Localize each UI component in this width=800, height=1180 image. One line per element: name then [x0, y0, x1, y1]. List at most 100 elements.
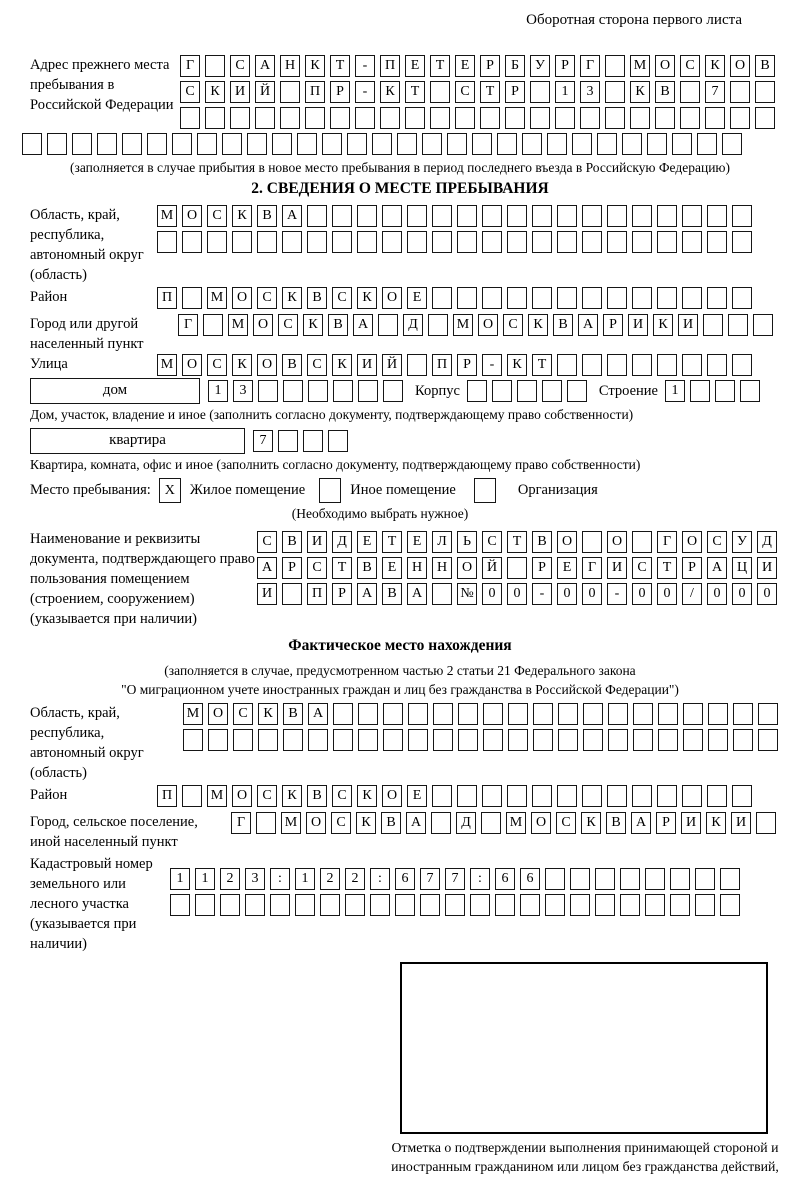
char-box: А — [353, 314, 373, 336]
char-box: М — [228, 314, 248, 336]
char-box: В — [257, 205, 277, 227]
char-box: : — [270, 868, 290, 890]
char-box: П — [305, 81, 325, 103]
char-box: 1 — [170, 868, 190, 890]
char-box — [345, 894, 365, 916]
char-box — [532, 785, 552, 807]
char-box: П — [157, 785, 177, 807]
char-box — [431, 812, 451, 834]
char-box — [430, 107, 450, 129]
char-box: О — [182, 354, 202, 376]
char-box: О — [531, 812, 551, 834]
char-box: № — [457, 583, 477, 605]
char-box — [382, 231, 402, 253]
char-box: И — [307, 531, 327, 553]
char-box — [728, 314, 748, 336]
char-box — [530, 107, 550, 129]
char-box: М — [453, 314, 473, 336]
char-box — [295, 894, 315, 916]
char-box — [580, 107, 600, 129]
char-box: Й — [382, 354, 402, 376]
char-box — [222, 133, 242, 155]
char-box: О — [655, 55, 675, 77]
char-box — [283, 729, 303, 751]
region-row-2 — [157, 231, 757, 253]
char-box: Р — [682, 557, 702, 579]
char-box — [558, 729, 578, 751]
char-box — [428, 314, 448, 336]
char-box — [307, 231, 327, 253]
char-box — [383, 729, 403, 751]
char-box — [495, 894, 515, 916]
char-box: К — [282, 287, 302, 309]
char-box: К — [507, 354, 527, 376]
char-box — [645, 894, 665, 916]
char-box — [632, 531, 652, 553]
char-box — [282, 583, 302, 605]
char-box — [482, 287, 502, 309]
char-box: 2 — [320, 868, 340, 890]
char-box — [682, 785, 702, 807]
char-box: В — [283, 703, 303, 725]
char-box — [680, 107, 700, 129]
checkbox-residential: X — [158, 478, 181, 503]
char-box — [758, 729, 778, 751]
char-box — [557, 354, 577, 376]
char-box: С — [307, 557, 327, 579]
char-box — [689, 380, 710, 402]
char-box — [172, 133, 192, 155]
char-box: Г — [180, 55, 200, 77]
char-box: Е — [407, 531, 427, 553]
char-box: К — [282, 785, 302, 807]
char-box — [170, 894, 190, 916]
char-box: С — [332, 785, 352, 807]
char-box — [247, 133, 267, 155]
char-box — [357, 231, 377, 253]
char-box: О — [253, 314, 273, 336]
house-type-box: дом — [30, 378, 200, 404]
char-box — [447, 133, 467, 155]
char-box: Г — [657, 531, 677, 553]
char-box — [445, 894, 465, 916]
char-box — [182, 785, 202, 807]
char-box — [683, 703, 703, 725]
char-box — [583, 729, 603, 751]
char-box: С — [455, 81, 475, 103]
char-box — [430, 81, 450, 103]
char-box — [582, 287, 602, 309]
char-box — [220, 894, 240, 916]
char-box: - — [355, 81, 375, 103]
char-box: Й — [482, 557, 502, 579]
actual-district-label: Район — [30, 787, 68, 803]
char-box: М — [281, 812, 301, 834]
char-box: Е — [557, 557, 577, 579]
char-box — [47, 133, 67, 155]
char-box — [755, 107, 775, 129]
previous-address-label: Адрес прежнего места пребывания в Россий… — [30, 57, 174, 113]
char-box — [758, 703, 778, 725]
char-box — [408, 703, 428, 725]
char-box — [333, 729, 353, 751]
char-box — [558, 703, 578, 725]
char-box: 1 — [664, 380, 685, 402]
char-box — [541, 380, 562, 402]
char-box — [607, 354, 627, 376]
char-box: Р — [332, 583, 352, 605]
char-box — [582, 231, 602, 253]
field-cadastral: Кадастровый номер земельного или лесного… — [30, 854, 800, 954]
char-box: Т — [430, 55, 450, 77]
char-box: О — [257, 354, 277, 376]
char-box: Г — [582, 557, 602, 579]
char-box: И — [681, 812, 701, 834]
char-box — [532, 287, 552, 309]
char-box — [557, 205, 577, 227]
char-box: К — [653, 314, 673, 336]
char-box — [457, 205, 477, 227]
